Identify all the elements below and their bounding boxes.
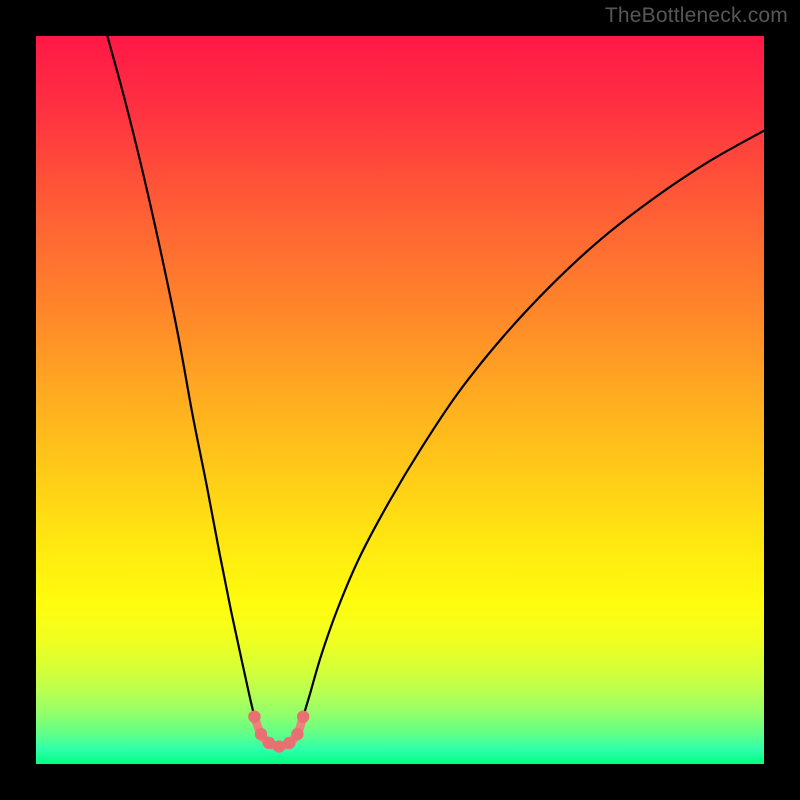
left-curve [107, 36, 254, 717]
attribution-text: TheBottleneck.com [605, 4, 788, 28]
right-curve [303, 131, 764, 717]
marker-dot [248, 710, 260, 722]
curve-layer [36, 36, 764, 764]
marker-dot [297, 710, 309, 722]
marker-dot [291, 728, 303, 740]
plot-area [36, 36, 764, 764]
marker-chain-dots [248, 710, 309, 752]
